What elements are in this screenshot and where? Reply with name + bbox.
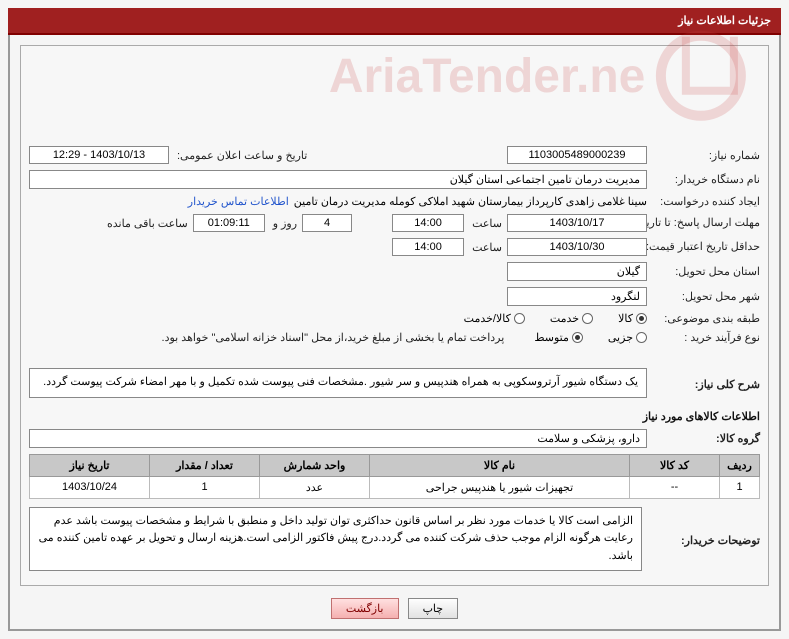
category-opt-1[interactable]: خدمت — [550, 312, 593, 325]
radio-icon — [636, 332, 647, 343]
table-row: 1 -- تجهیزات شیور یا هندپیس جراحی عدد 1 … — [30, 476, 760, 498]
cell-unit: عدد — [260, 476, 370, 498]
need-number-value: 1103005489000239 — [507, 146, 647, 164]
row-need-number: شماره نیاز: 1103005489000239 تاریخ و ساع… — [29, 146, 760, 164]
row-buyer-org: نام دستگاه خریدار: مدیریت درمان تامین اج… — [29, 170, 760, 189]
row-delivery-province: استان محل تحویل: گیلان — [29, 262, 760, 281]
button-bar: چاپ بازگشت — [20, 598, 769, 619]
cell-date: 1403/10/24 — [30, 476, 150, 498]
purchase-opt-0[interactable]: جزیی — [608, 331, 647, 344]
price-validity-time-label: ساعت — [469, 241, 502, 254]
watermark-logo-icon — [655, 31, 745, 121]
purchase-type-label: نوع فرآیند خرید : — [652, 331, 760, 344]
th-qty: تعداد / مقدار — [150, 454, 260, 476]
form-panel: AriaTender.ne شماره نیاز: 11030054890002… — [20, 45, 769, 586]
deadline-time: 14:00 — [392, 214, 464, 232]
th-date: تاریخ نیاز — [30, 454, 150, 476]
buyer-notes-label: توضیحات خریدار: — [652, 534, 760, 547]
deadline-label: مهلت ارسال پاسخ: تا تاریخ: — [652, 216, 760, 230]
print-button[interactable]: چاپ — [408, 598, 459, 619]
category-label: طبقه بندی موضوعی: — [652, 312, 760, 325]
deadline-time-label: ساعت — [469, 217, 502, 230]
radio-icon — [636, 313, 647, 324]
need-desc-text: یک دستگاه شیور آرتروسکوپی به همراه هندپی… — [29, 368, 647, 398]
deadline-remain-label: ساعت باقی مانده — [104, 217, 188, 230]
buyer-org-value: مدیریت درمان تامین اجتماعی استان گیلان — [29, 170, 647, 189]
body-area: AriaTender.ne شماره نیاز: 11030054890002… — [8, 35, 781, 631]
th-code: کد کالا — [630, 454, 720, 476]
cell-code: -- — [630, 476, 720, 498]
row-purchase-type: نوع فرآیند خرید : جزیی متوسط پرداخت تمام… — [29, 331, 760, 344]
row-price-validity: حداقل تاریخ اعتبار قیمت: تا تاریخ: 1403/… — [29, 238, 760, 256]
goods-group-label: گروه کالا: — [652, 432, 760, 445]
deadline-date: 1403/10/17 — [507, 214, 647, 232]
deadline-days-label: روز و — [270, 217, 297, 230]
announce-label: تاریخ و ساعت اعلان عمومی: — [174, 149, 307, 162]
delivery-city-value: لنگرود — [507, 287, 647, 306]
row-delivery-city: شهر محل تحویل: لنگرود — [29, 287, 760, 306]
purchase-opt-1[interactable]: متوسط — [534, 331, 583, 344]
requester-label: ایجاد کننده درخواست: — [652, 195, 760, 208]
delivery-province-label: استان محل تحویل: — [652, 265, 760, 278]
announce-value: 1403/10/13 - 12:29 — [29, 146, 169, 164]
need-desc-label: شرح کلی نیاز: — [652, 378, 760, 391]
category-opt-2[interactable]: کالا/خدمت — [464, 312, 525, 325]
price-validity-time: 14:00 — [392, 238, 464, 256]
buyer-notes-text: الزامی است کالا یا خدمات مورد نظر بر اسا… — [29, 507, 642, 572]
goods-group-value: دارو، پزشکی و سلامت — [29, 429, 647, 448]
requester-value: سینا غلامی زاهدی کارپرداز بیمارستان شهید… — [294, 195, 647, 208]
buyer-org-label: نام دستگاه خریدار: — [652, 173, 760, 186]
th-unit: واحد شمارش — [260, 454, 370, 476]
radio-icon — [572, 332, 583, 343]
goods-section-title: اطلاعات کالاهای مورد نیاز — [29, 410, 760, 423]
th-name: نام کالا — [370, 454, 630, 476]
deadline-remain: 01:09:11 — [193, 214, 265, 232]
row-goods-group: گروه کالا: دارو، پزشکی و سلامت — [29, 429, 760, 448]
purchase-note: پرداخت تمام یا بخشی از مبلغ خرید،از محل … — [162, 331, 505, 344]
radio-icon — [514, 313, 525, 324]
cell-name: تجهیزات شیور یا هندپیس جراحی — [370, 476, 630, 498]
th-row: ردیف — [720, 454, 760, 476]
row-deadline-reply: مهلت ارسال پاسخ: تا تاریخ: 1403/10/17 سا… — [29, 214, 760, 232]
back-button[interactable]: بازگشت — [331, 598, 399, 619]
row-requester: ایجاد کننده درخواست: سینا غلامی زاهدی کا… — [29, 195, 760, 208]
delivery-city-label: شهر محل تحویل: — [652, 290, 760, 303]
row-category: طبقه بندی موضوعی: کالا خدمت کالا/خدمت — [29, 312, 760, 325]
page-title: جزئیات اطلاعات نیاز — [678, 15, 771, 27]
category-opt-0[interactable]: کالا — [618, 312, 647, 325]
cell-row: 1 — [720, 476, 760, 498]
cell-qty: 1 — [150, 476, 260, 498]
goods-table: ردیف کد کالا نام کالا واحد شمارش تعداد /… — [29, 454, 760, 499]
radio-icon — [582, 313, 593, 324]
contact-buyer-link[interactable]: اطلاعات تماس خریدار — [188, 195, 289, 208]
price-validity-date: 1403/10/30 — [507, 238, 647, 256]
watermark: AriaTender.ne — [14, 31, 745, 121]
page-header: جزئیات اطلاعات نیاز — [8, 8, 781, 35]
need-number-label: شماره نیاز: — [652, 149, 760, 162]
delivery-province-value: گیلان — [507, 262, 647, 281]
row-need-desc: شرح کلی نیاز: یک دستگاه شیور آرتروسکوپی … — [29, 368, 760, 402]
page-container: جزئیات اطلاعات نیاز AriaTender.ne شماره … — [8, 8, 781, 631]
price-validity-label: حداقل تاریخ اعتبار قیمت: تا تاریخ: — [652, 240, 760, 254]
row-buyer-notes: توضیحات خریدار: الزامی است کالا یا خدمات… — [29, 507, 760, 576]
deadline-days: 4 — [302, 214, 352, 232]
